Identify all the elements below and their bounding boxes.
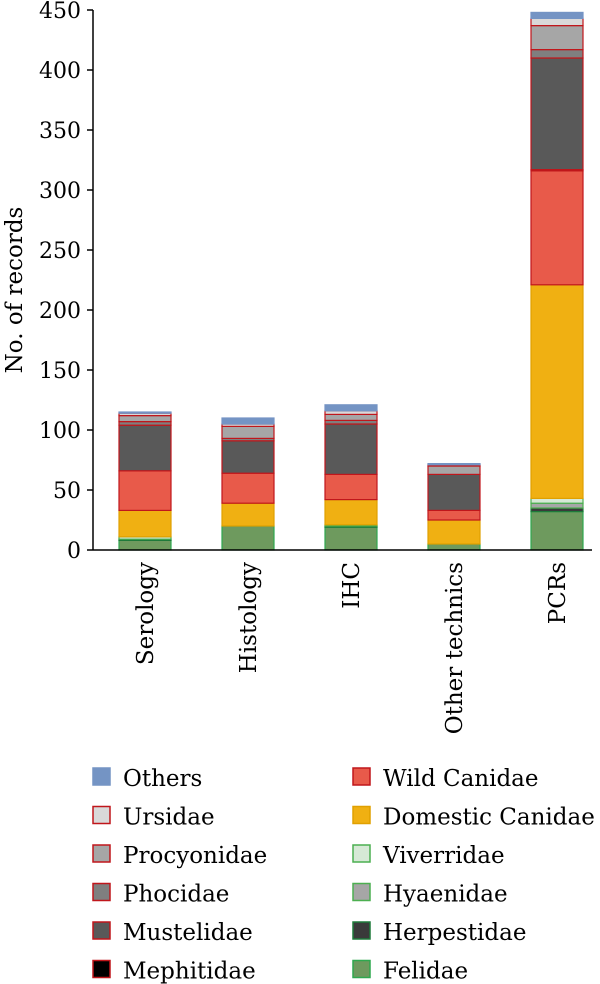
legend-swatch-others	[92, 767, 111, 786]
bar-segment-domestic-canidae-pcrs	[530, 284, 584, 499]
legend-label: Herpestidae	[383, 920, 526, 946]
legend-swatch-phocidae	[92, 882, 111, 902]
bar-segment-domestic-canidae-ihc	[324, 499, 378, 526]
x-category-label: Other technics	[442, 562, 468, 734]
legend-swatch-wild-canidae	[352, 767, 371, 786]
legend-label: Felidae	[383, 959, 468, 984]
bar-segment-felidae-histology	[221, 525, 275, 551]
y-tick-label: 150	[39, 359, 81, 384]
legend-label: Phocidae	[123, 882, 229, 908]
bar-segment-mustelidae-serology	[118, 424, 172, 472]
y-tick-label: 300	[39, 179, 81, 204]
bar-segment-felidae-other-technics	[427, 543, 481, 551]
y-tick-label: 100	[39, 419, 81, 444]
bar-segment-others-histology	[221, 417, 275, 425]
y-tick-label: 250	[39, 239, 81, 264]
legend-swatch-mephitidae	[92, 959, 111, 979]
bar-segment-others-serology	[118, 411, 172, 414]
bar-segment-domestic-canidae-other-technics	[427, 519, 481, 545]
y-tick-label: 400	[39, 59, 81, 84]
legend: Others Wild Canidae Ursidae Domestic Canida…	[92, 766, 595, 984]
bar-segment-felidae-ihc	[324, 526, 378, 551]
y-axis-title: No. of records	[2, 207, 28, 374]
bar-segment-ursidae-pcrs	[530, 17, 584, 27]
legend-swatch-ursidae	[92, 805, 111, 825]
bars	[118, 11, 584, 551]
bar-segment-procyonidae-serology	[118, 415, 172, 423]
bar-segment-others-ihc	[324, 404, 378, 412]
bar-segment-others-other-technics	[427, 463, 481, 466]
legend-label: Procyonidae	[123, 843, 267, 869]
bar-segment-domestic-canidae-histology	[221, 502, 275, 527]
bar-segment-wild-canidae-serology	[118, 470, 172, 511]
y-tick-label: 50	[53, 479, 81, 504]
x-category-label: PCRs	[545, 562, 571, 624]
bar-segment-mustelidae-other-technics	[427, 473, 481, 511]
legend-label: Hyaenidae	[383, 882, 508, 908]
bar-segment-others-pcrs	[530, 11, 584, 19]
legend-label: Domestic Canidae	[383, 805, 595, 831]
legend-swatch-hyaenidae	[352, 882, 371, 902]
legend-label: Mustelidae	[123, 920, 253, 946]
y-tick-label: 350	[39, 119, 81, 144]
bar-segment-wild-canidae-histology	[221, 472, 275, 504]
y-axis-ticks: 0 50 100 150 200 250 300 350 400 450	[39, 0, 93, 564]
legend-label: Others	[123, 766, 202, 792]
legend-label: Wild Canidae	[383, 766, 539, 792]
y-tick-label: 200	[39, 299, 81, 324]
bar-segment-mustelidae-pcrs	[530, 57, 584, 171]
legend-swatch-procyonidae	[92, 844, 111, 863]
bar-segment-procyonidae-ihc	[324, 413, 378, 421]
legend-swatch-viverridae	[352, 844, 371, 863]
legend-label: Ursidae	[123, 805, 215, 831]
bar-segment-phocidae-pcrs	[530, 48, 584, 59]
legend-swatch-domestic-canidae	[352, 805, 371, 825]
x-category-label: IHC	[339, 562, 365, 609]
bar-segment-procyonidae-pcrs	[530, 25, 584, 51]
bar-segment-procyonidae-other-technics	[427, 465, 481, 475]
bar-segment-domestic-canidae-serology	[118, 509, 172, 538]
bar-segment-wild-canidae-pcrs	[530, 170, 584, 286]
x-category-label: Histology	[236, 562, 262, 673]
y-tick-label: 0	[67, 539, 81, 564]
bar-segment-mustelidae-ihc	[324, 423, 378, 476]
bar-segment-wild-canidae-ihc	[324, 473, 378, 501]
legend-swatch-mustelidae	[92, 921, 111, 940]
bar-segment-viverridae-pcrs	[530, 497, 584, 504]
y-tick-label: 450	[39, 0, 81, 24]
legend-swatch-herpestidae	[352, 921, 371, 940]
bar-segment-felidae-pcrs	[530, 511, 584, 551]
legend-label: Mephitidae	[123, 959, 256, 984]
bar-segment-mustelidae-histology	[221, 440, 275, 474]
bar-segment-wild-canidae-other-technics	[427, 509, 481, 521]
x-category-label: Serology	[133, 562, 159, 665]
bar-segment-felidae-serology	[118, 539, 172, 551]
bar-segment-procyonidae-histology	[221, 425, 275, 439]
bar-segment-hyaenidae-pcrs	[530, 502, 584, 509]
legend-swatch-felidae	[352, 959, 371, 979]
x-axis-category-labels: Serology Histology IHC Other technics PCRs	[133, 562, 571, 734]
legend-label: Viverridae	[382, 843, 505, 869]
